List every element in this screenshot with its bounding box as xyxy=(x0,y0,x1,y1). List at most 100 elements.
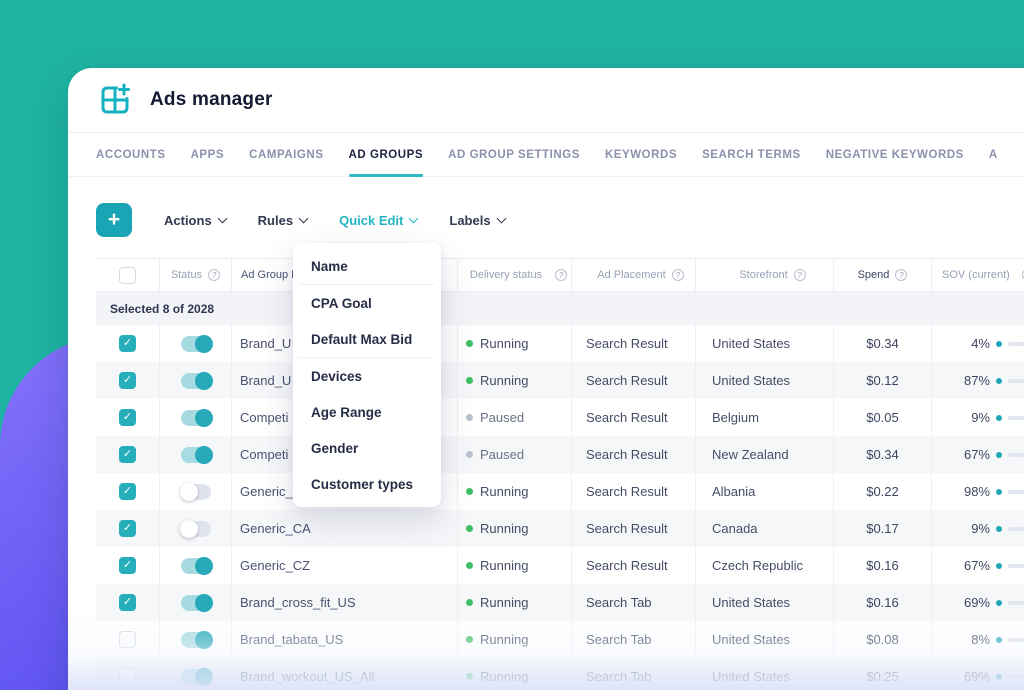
ad-placement: Search Result xyxy=(572,362,696,399)
status-toggle[interactable] xyxy=(179,482,211,501)
menu-item-default-max-bid[interactable]: Default Max Bid xyxy=(311,331,413,347)
tab-ad-group-settings[interactable]: AD GROUP SETTINGS xyxy=(448,148,580,161)
sov-value: 8% xyxy=(971,632,990,647)
column-header-ad-placement[interactable]: Ad Placement xyxy=(572,259,696,291)
tab-campaigns[interactable]: CAMPAIGNS xyxy=(249,148,324,161)
row-checkbox[interactable] xyxy=(119,520,136,537)
table-row: Brand_U Running Search Result United Sta… xyxy=(96,325,1024,362)
delivery-status-dot xyxy=(466,562,473,569)
help-icon[interactable] xyxy=(555,269,568,281)
ad-group-name[interactable]: Brand_workout_US_All xyxy=(232,658,458,690)
menu-item-age-range[interactable]: Age Range xyxy=(311,404,382,420)
chevron-down-icon xyxy=(217,213,228,223)
row-checkbox[interactable] xyxy=(119,335,136,352)
row-checkbox[interactable] xyxy=(119,557,136,574)
row-checkbox[interactable] xyxy=(119,668,136,685)
add-button[interactable]: + xyxy=(96,203,132,237)
app-header: Ads manager xyxy=(68,68,1024,132)
chevron-down-icon xyxy=(496,213,507,223)
tab-accounts[interactable]: ACCOUNTS xyxy=(96,148,166,161)
storefront: New Zealand xyxy=(696,436,834,473)
status-toggle[interactable] xyxy=(179,519,211,538)
status-toggle[interactable] xyxy=(180,371,213,390)
sov-spark-dot xyxy=(996,525,1002,532)
ad-group-name[interactable]: Generic_CZ xyxy=(232,547,458,584)
tab-ad-groups[interactable]: AD GROUPS xyxy=(348,133,424,177)
status-toggle[interactable] xyxy=(180,445,213,464)
tab-keywords[interactable]: KEYWORDS xyxy=(604,148,678,161)
help-icon[interactable] xyxy=(208,269,221,281)
actions-menu-button[interactable]: Actions xyxy=(164,213,228,228)
storefront: United States xyxy=(696,325,834,362)
selection-summary: Selected 8 of 2028 xyxy=(96,292,1024,325)
delivery-status-dot xyxy=(466,525,473,532)
sov-value: 9% xyxy=(971,410,990,425)
sov-sparkline xyxy=(1008,674,1024,679)
column-header-spend[interactable]: Spend xyxy=(834,259,932,291)
menu-divider xyxy=(299,357,435,358)
spend-value: $0.34 xyxy=(834,325,932,362)
sov-value: 69% xyxy=(963,595,990,610)
ad-placement: Search Result xyxy=(572,473,696,510)
ad-groups-table: Status Ad Group Name Delivery status Ad … xyxy=(96,258,1024,690)
tab-search-terms[interactable]: SEARCH TERMS xyxy=(702,148,801,161)
sov-spark-dot xyxy=(996,562,1002,569)
toolbar: + Actions Rules Quick Edit Labels xyxy=(68,202,1024,238)
table-row: Brand_cross_fit_US Running Search Tab Un… xyxy=(96,584,1024,621)
status-toggle[interactable] xyxy=(180,630,213,649)
menu-divider xyxy=(299,284,435,285)
ads-manager-logo-icon xyxy=(96,81,134,119)
menu-item-devices[interactable]: Devices xyxy=(311,368,363,384)
ad-group-name[interactable]: Brand_cross_fit_US xyxy=(232,584,458,621)
spend-value: $0.05 xyxy=(834,399,932,436)
menu-item-cpa-goal[interactable]: CPA Goal xyxy=(311,295,372,311)
storefront: United States xyxy=(696,584,834,621)
ad-group-name[interactable]: Brand_U xyxy=(232,362,458,399)
column-header-storefront[interactable]: Storefront xyxy=(696,259,834,291)
ad-group-name[interactable]: Competi xyxy=(232,436,458,473)
ad-group-name[interactable]: Generic_CA xyxy=(232,510,458,547)
column-header-delivery-status[interactable]: Delivery status xyxy=(458,259,572,291)
labels-menu-button[interactable]: Labels xyxy=(449,213,507,228)
help-icon[interactable] xyxy=(671,269,684,281)
delivery-status-text: Running xyxy=(480,373,529,388)
table-row: Generic_ Running Search Result Albania $… xyxy=(96,473,1024,510)
rules-menu-button[interactable]: Rules xyxy=(258,213,309,228)
status-toggle[interactable] xyxy=(180,556,213,575)
menu-item-name[interactable]: Name xyxy=(311,258,348,274)
ad-group-name[interactable]: Generic_ xyxy=(232,473,458,510)
ad-group-name[interactable]: Brand_U xyxy=(232,325,458,362)
table-row: Brand_U Running Search Result United Sta… xyxy=(96,362,1024,399)
tab-negative-keywords[interactable]: NEGATIVE KEYWORDS xyxy=(825,148,964,161)
tab-apps[interactable]: APPS xyxy=(190,148,225,161)
chevron-down-icon xyxy=(298,213,309,223)
table-header-row: Status Ad Group Name Delivery status Ad … xyxy=(96,258,1024,292)
delivery-status-dot xyxy=(466,414,473,421)
storefront: Belgium xyxy=(696,399,834,436)
tab-partial[interactable]: A xyxy=(988,148,998,161)
sov-spark-dot xyxy=(996,673,1002,680)
ad-group-name[interactable]: Brand_tabata_US xyxy=(232,621,458,658)
row-checkbox[interactable] xyxy=(119,631,136,648)
storefront: Albania xyxy=(696,473,834,510)
column-header-status[interactable]: Status xyxy=(160,259,232,291)
row-checkbox[interactable] xyxy=(119,446,136,463)
status-toggle[interactable] xyxy=(180,593,213,612)
select-all-checkbox[interactable] xyxy=(119,266,136,284)
ad-group-name[interactable]: Competi xyxy=(232,399,458,436)
row-checkbox[interactable] xyxy=(119,483,136,500)
column-header-sov[interactable]: SOV (current) xyxy=(932,259,1024,291)
status-toggle[interactable] xyxy=(180,334,213,353)
status-toggle[interactable] xyxy=(180,667,213,686)
row-checkbox[interactable] xyxy=(119,409,136,426)
row-checkbox[interactable] xyxy=(119,372,136,389)
status-toggle[interactable] xyxy=(180,408,213,427)
help-icon[interactable] xyxy=(895,269,908,281)
help-icon[interactable] xyxy=(793,269,806,281)
ad-placement: Search Tab xyxy=(572,621,696,658)
spend-value: $0.16 xyxy=(834,584,932,621)
quick-edit-menu-button[interactable]: Quick Edit xyxy=(339,213,419,228)
menu-item-customer-types[interactable]: Customer types xyxy=(311,476,414,492)
menu-item-gender[interactable]: Gender xyxy=(311,440,359,456)
row-checkbox[interactable] xyxy=(119,594,136,611)
